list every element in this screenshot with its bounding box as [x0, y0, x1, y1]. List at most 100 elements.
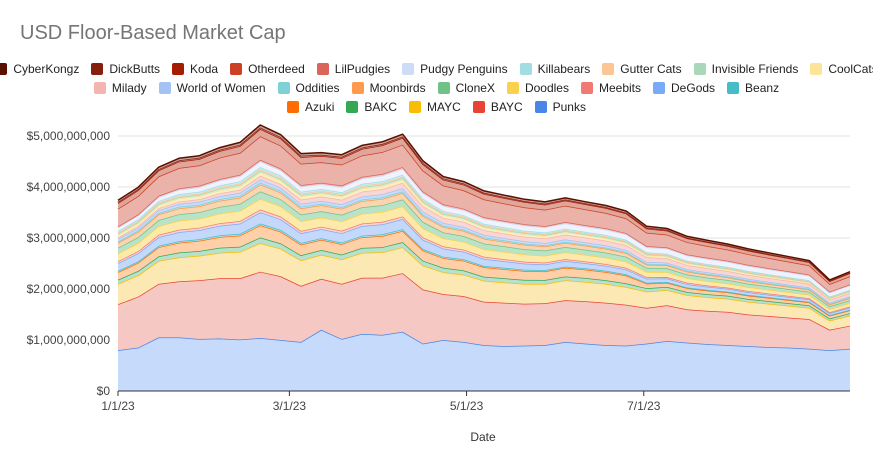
legend-label: Doodles [524, 81, 569, 95]
y-tick-label: $0 [97, 384, 111, 398]
legend-label: CoolCats [828, 62, 873, 76]
legend-label: Meebits [598, 81, 642, 95]
legend-swatch [602, 63, 615, 75]
area-bayc [118, 271, 850, 351]
legend-item: CoolCats [810, 62, 873, 76]
legend-label: CloneX [455, 81, 495, 95]
legend-swatch [519, 63, 532, 75]
legend-item: Pudgy Penguins [402, 62, 508, 76]
x-tick-label: 5/1/23 [450, 399, 484, 413]
legend-item: DickButts [91, 62, 160, 76]
y-tick-label: $3,000,000,000 [27, 231, 111, 245]
legend-item: Gutter Cats [602, 62, 682, 76]
legend-label: Azuki [305, 100, 335, 114]
legend-swatch [409, 101, 422, 113]
legend-swatch [93, 82, 106, 94]
legend-item: LilPudgies [316, 62, 391, 76]
legend-item: Meebits [580, 81, 642, 95]
legend-row: CyberKongz DickButts Koda Otherdeed LilPudgi… [0, 60, 873, 78]
area-mayc [118, 243, 850, 330]
legend-swatch [0, 63, 8, 75]
legend-swatch [230, 63, 243, 75]
y-tick-label: $1,000,000,000 [27, 333, 111, 347]
legend-label: DickButts [109, 62, 161, 76]
legend-swatch [316, 63, 329, 75]
legend-label: Pudgy Penguins [420, 62, 508, 76]
legend-swatch [172, 63, 185, 75]
legend-item: Otherdeed [230, 62, 305, 76]
legend-label: LilPudgies [334, 62, 391, 76]
legend-label: DeGods [671, 81, 716, 95]
legend-label: MAYC [427, 100, 461, 114]
legend-item: Invisible Friends [693, 62, 799, 76]
legend-swatch [580, 82, 593, 94]
axes: $0 $1,000,000,000 $2,000,000,000 $3,000,000… [27, 129, 850, 413]
legend-label: Invisible Friends [711, 62, 799, 76]
legend-label: Oddities [295, 81, 340, 95]
area-punks [118, 329, 850, 391]
legend-label: BAKC [364, 100, 398, 114]
legend-item: Killabears [519, 62, 591, 76]
area-series [117, 124, 851, 391]
legend-item: BAYC [472, 100, 523, 114]
legend-item: Oddities [277, 81, 340, 95]
legend-label: World of Women [176, 81, 266, 95]
legend-item: Koda [172, 62, 218, 76]
area-clonex [118, 191, 850, 309]
legend-item: BAKC [346, 100, 397, 114]
legend-label: Killabears [537, 62, 591, 76]
legend-swatch [277, 82, 290, 94]
legend-item: CloneX [437, 81, 495, 95]
legend-swatch [91, 63, 104, 75]
x-tick-label: 3/1/23 [273, 399, 307, 413]
legend-swatch [351, 82, 364, 94]
legend-swatch [346, 101, 359, 113]
legend-swatch [810, 63, 823, 75]
y-tick-label: $4,000,000,000 [27, 180, 111, 194]
legend-swatch [287, 101, 300, 113]
legend-swatch [437, 82, 450, 94]
y-tick-label: $2,000,000,000 [27, 282, 111, 296]
legend-swatch [693, 63, 706, 75]
legend-swatch [506, 82, 519, 94]
legend-swatch [158, 82, 171, 94]
legend-item: World of Women [158, 81, 266, 95]
legend-item: Doodles [506, 81, 569, 95]
area-bakc [118, 237, 850, 321]
chart-title: USD Floor-Based Market Cap [20, 22, 286, 44]
legend-item: Azuki [287, 100, 334, 114]
legend-item: MAYC [409, 100, 461, 114]
legend-item: CyberKongz [0, 62, 79, 76]
x-tick-label: 7/1/23 [627, 399, 661, 413]
area-otherdeed [118, 136, 850, 292]
legend-label: Gutter Cats [620, 62, 682, 76]
y-tick-label: $5,000,000,000 [27, 129, 111, 143]
legend-row: Milady World of Women Oddities Moonbirds Clo… [0, 79, 873, 97]
chart-legend: CyberKongz DickButts Koda Otherdeed LilPudgi… [0, 60, 873, 117]
legend-row: Azuki BAKC MAYC BAYC Punks [0, 98, 873, 116]
legend-label: Otherdeed [248, 62, 305, 76]
legend-label: Punks [552, 100, 586, 114]
x-tick-label: 1/1/23 [101, 399, 135, 413]
legend-label: Moonbirds [369, 81, 426, 95]
area-azuki [118, 225, 850, 319]
legend-label: Koda [190, 62, 219, 76]
legend-item: Moonbirds [351, 81, 426, 95]
legend-item: Milady [93, 81, 147, 95]
legend-swatch [534, 101, 547, 113]
legend-swatch [402, 63, 415, 75]
legend-label: Milady [111, 81, 147, 95]
legend-swatch [727, 82, 740, 94]
legend-swatch [653, 82, 666, 94]
legend-label: BAYC [490, 100, 523, 114]
x-axis-title: Date [470, 430, 496, 444]
legend-swatch [472, 101, 485, 113]
legend-item: DeGods [653, 81, 715, 95]
legend-label: Beanz [745, 81, 780, 95]
legend-item: Punks [534, 100, 586, 114]
area-degods [118, 212, 850, 316]
line-cyberkongz [117, 124, 851, 281]
legend-item: Beanz [727, 81, 779, 95]
legend-label: CyberKongz [13, 62, 80, 76]
